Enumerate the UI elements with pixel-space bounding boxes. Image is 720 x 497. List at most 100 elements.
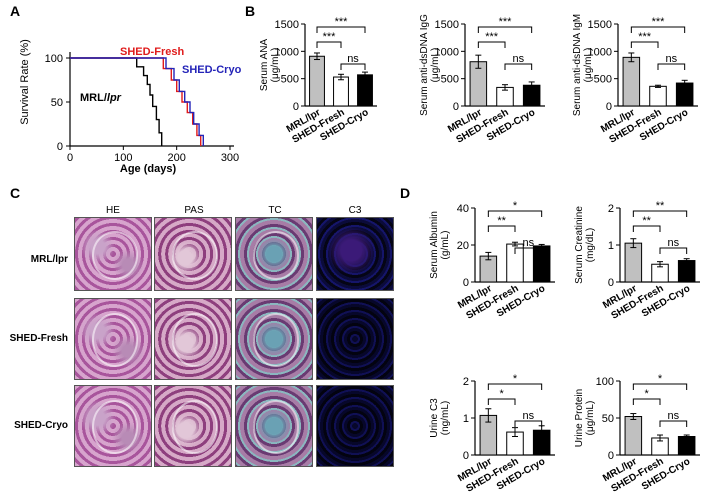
bar-2 <box>357 74 373 107</box>
legend-shed-cryo: SHED-Cryo <box>182 64 242 76</box>
bar-2 <box>675 82 694 107</box>
y-tick-label: 0 <box>453 101 459 113</box>
panel-a-chart: 0 100 200 300 0 50 100 <box>45 52 239 164</box>
significance-bracket <box>630 26 686 33</box>
significance-bracket <box>659 420 688 427</box>
micrograph-c3-shed-fresh <box>316 298 394 380</box>
bar-2 <box>677 260 696 283</box>
bar-0 <box>624 416 643 456</box>
significance-label: ns <box>523 410 535 422</box>
panel-letter-b: B <box>245 3 255 19</box>
bar-2 <box>677 436 696 456</box>
bar-1 <box>649 85 667 107</box>
y-tick-label: 100 <box>596 376 614 388</box>
significance-label: ns <box>347 53 359 65</box>
y-tick-label: 1 <box>608 240 614 252</box>
y-tick-label: 0 <box>57 141 63 153</box>
y-tick-label: 0 <box>608 277 614 289</box>
significance-bracket <box>632 225 661 232</box>
y-axis-label: Serum anti-dsDNA IgG <box>419 14 430 116</box>
y-tick-label: 1 <box>463 413 469 425</box>
significance-label: ** <box>642 215 651 227</box>
micrograph-c3-shed-cryo <box>316 385 394 467</box>
y-axis-label: Serum ANA <box>259 39 270 92</box>
significance-bracket <box>487 398 516 405</box>
y-tick-label: 100 <box>45 53 63 65</box>
significance-bracket <box>632 210 688 217</box>
micrograph-tc-shed-fresh <box>235 298 313 380</box>
significance-label: ns <box>513 53 525 65</box>
y-axis-unit: (μg/mL) <box>585 401 596 436</box>
bar-0 <box>622 56 641 107</box>
significance-bracket <box>487 210 543 217</box>
significance-bracket <box>659 247 688 254</box>
y-tick-label: 2 <box>608 203 614 215</box>
col-header-c3: C3 <box>349 205 362 216</box>
bar-1 <box>333 76 349 107</box>
micrograph-tc-mrl <box>235 217 313 291</box>
significance-bracket <box>477 26 533 33</box>
row-label-shed-cryo: SHED-Cryo <box>14 420 68 431</box>
y-tick-label: 2 <box>463 376 469 388</box>
y-axis-label: Serum anti-dsDNA IgM <box>572 14 583 116</box>
y-tick-label: 1000 <box>275 46 299 58</box>
x-tick-label: 0 <box>67 152 73 164</box>
y-axis-label: Serum Creatinine <box>574 206 585 284</box>
micrograph-pas-mrl <box>154 217 232 291</box>
y-tick-label: 50 <box>51 97 63 109</box>
y-axis-label: Urine Protein <box>574 389 585 447</box>
significance-label: *** <box>485 31 499 43</box>
significance-label: *** <box>652 16 666 28</box>
significance-label: ns <box>668 237 680 249</box>
significance-bracket <box>504 63 533 70</box>
y-tick-label: 1000 <box>435 46 459 58</box>
significance-bracket <box>316 26 366 33</box>
legend-mrl: MRL/lpr <box>80 92 122 104</box>
y-tick-label: 0 <box>293 101 299 113</box>
significance-bracket <box>632 383 688 390</box>
y-axis-unit: (mg/dL) <box>585 228 596 262</box>
panel-letter-c: C <box>10 185 20 201</box>
significance-bracket <box>316 41 342 48</box>
col-header-tc: TC <box>268 205 281 216</box>
significance-bracket <box>514 247 543 254</box>
significance-bracket <box>487 225 516 232</box>
y-tick-label: 0 <box>463 277 469 289</box>
row-label-shed-fresh: SHED-Fresh <box>10 333 68 344</box>
significance-bracket <box>514 420 543 427</box>
x-tick-label: 300 <box>221 152 239 164</box>
significance-bracket <box>477 41 506 48</box>
significance-label: * <box>513 373 518 385</box>
row-label-mrl: MRL/lpr <box>31 254 68 265</box>
y-tick-label: 0 <box>608 450 614 462</box>
col-header-pas: PAS <box>184 205 204 216</box>
y-tick-label: 500 <box>281 74 299 86</box>
significance-label: *** <box>638 31 652 43</box>
significance-label: ** <box>656 200 665 212</box>
significance-bracket <box>632 398 661 405</box>
significance-label: * <box>500 388 505 400</box>
significance-bracket <box>657 63 686 70</box>
y-tick-label: 500 <box>441 74 459 86</box>
y-tick-label: 0 <box>463 450 469 462</box>
survival-line-mrl-lpr <box>70 57 163 146</box>
y-axis-unit: (μg/mL) <box>583 48 594 83</box>
micrograph-pas-shed-fresh <box>154 298 232 380</box>
significance-bracket <box>630 41 659 48</box>
micrograph-he-mrl <box>74 217 152 291</box>
significance-label: * <box>645 388 650 400</box>
y-axis-unit: (μg/mL) <box>270 48 281 83</box>
col-header-he: HE <box>106 205 120 216</box>
x-tick-label: 100 <box>114 152 132 164</box>
micrograph-tc-shed-cryo <box>235 385 313 467</box>
y-tick-label: 500 <box>594 74 612 86</box>
y-tick-label: 1500 <box>435 19 459 31</box>
significance-label: *** <box>335 16 349 28</box>
y-tick-label: 1500 <box>275 19 299 31</box>
significance-label: *** <box>323 31 337 43</box>
micrograph-he-shed-fresh <box>74 298 152 380</box>
y-tick-label: 1500 <box>588 19 612 31</box>
